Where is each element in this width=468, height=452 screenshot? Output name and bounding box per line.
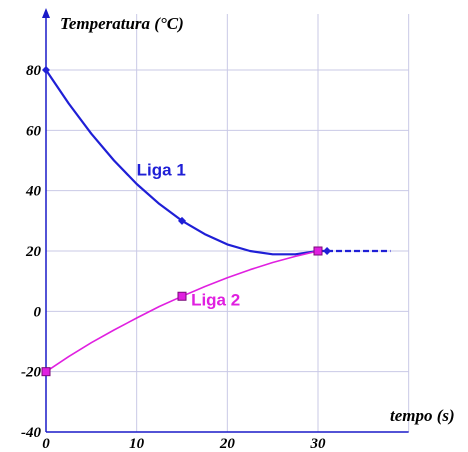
y-tick-label: 60 [26,123,42,139]
series [41,66,391,377]
y-tick-label: 20 [25,244,42,260]
series-2-label: Liga 2 [191,290,240,309]
y-tick-label: 0 [34,304,42,320]
x-tick-label: 30 [310,436,327,452]
axes [42,8,409,433]
series-1-label: Liga 1 [137,161,186,180]
labels: -40 -20 0 20 40 60 80 0 10 20 30 Temperatura (°C) te… [21,14,455,452]
x-axis-title: tempo (s) [390,406,455,425]
y-tick-label: -40 [21,425,41,441]
series-1-marker [178,216,186,225]
x-tick-label: 0 [42,436,50,452]
y-tick-label: 40 [25,184,42,200]
x-tick-label: 10 [129,436,145,452]
series-1-marker [42,66,50,74]
series-2-marker [41,367,51,377]
series-1-marker [323,247,332,255]
y-axis-arrow [42,8,50,18]
x-tick-label: 20 [219,436,236,452]
y-axis-title: Temperatura (°C) [60,14,184,33]
y-tick-label: -20 [21,365,41,381]
y-tick-label: 80 [26,63,42,79]
grid [46,14,410,432]
series-2-marker [313,246,323,256]
series-2-marker [177,291,187,301]
